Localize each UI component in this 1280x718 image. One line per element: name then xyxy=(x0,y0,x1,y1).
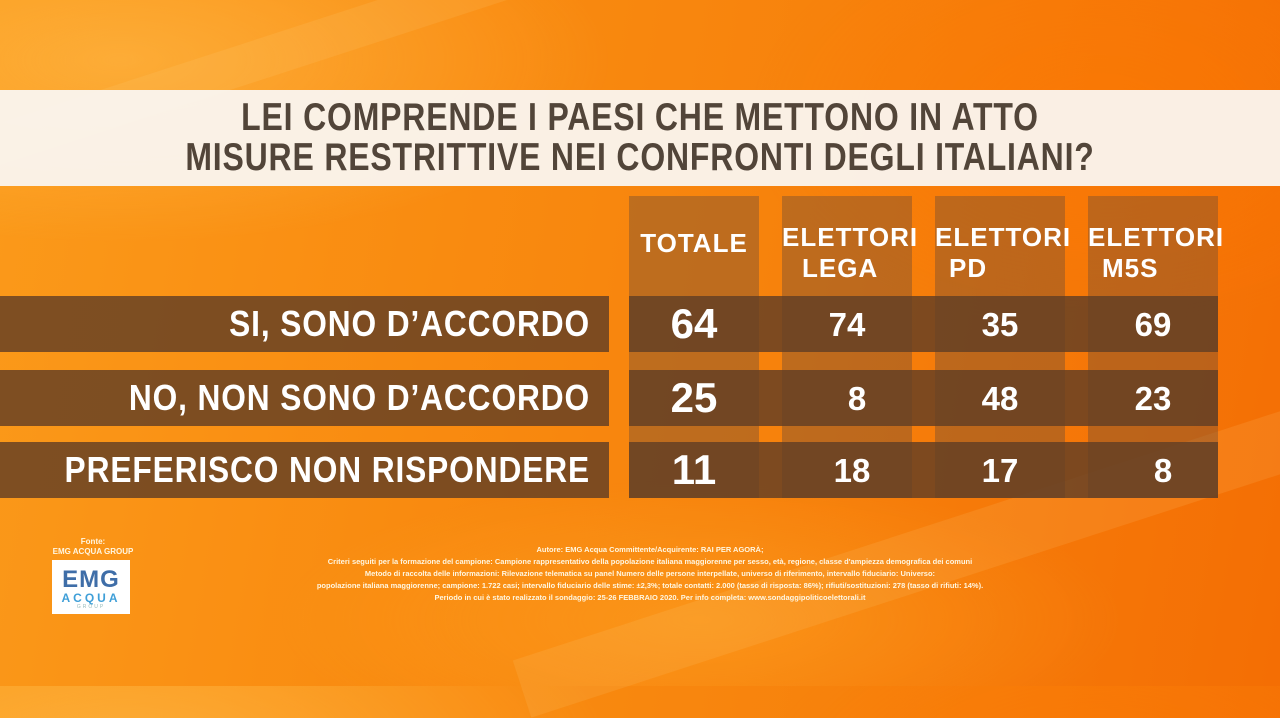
value-cell: 17 xyxy=(981,452,1019,489)
column-header-pd: ELETTORI PD xyxy=(935,222,1072,284)
footer-line: Autore: EMG Acqua Committente/Acquirente… xyxy=(536,545,764,554)
row-band-3 xyxy=(0,442,609,498)
value-cell: 11 xyxy=(671,446,717,493)
value-cell: 25 xyxy=(670,374,718,421)
value-cell: 35 xyxy=(981,306,1019,343)
source-label: Fonte: EMG ACQUA GROUP xyxy=(52,537,134,557)
emg-logo: EMG ACQUA GROUP xyxy=(52,560,130,614)
row-band-1 xyxy=(0,296,609,352)
column-header-line: ELETTORI xyxy=(935,222,1072,252)
column-header-line: ELETTORI xyxy=(782,222,919,252)
column-header-line: M5S xyxy=(1102,253,1159,283)
methodology-note: Autore: EMG Acqua Committente/Acquirente… xyxy=(300,544,1000,604)
row-label-3: PREFERISCO NON RISPONDERE xyxy=(64,449,591,490)
footer-line: Metodo di raccolta delle informazioni: R… xyxy=(364,569,936,578)
column-header-m5s: ELETTORI M5S xyxy=(1088,222,1225,284)
row-label-2: NO, NON SONO D’ACCORDO xyxy=(128,377,590,418)
title-line-2: MISURE RESTRITTIVE NEI CONFRONTI DEGLI I… xyxy=(185,136,1095,179)
row-band-2 xyxy=(0,370,609,426)
value-cell: 8 xyxy=(1153,452,1173,489)
footer-line: popolazione italiana maggiorenne; campio… xyxy=(316,581,984,590)
cell-band xyxy=(629,442,1218,498)
value-cell: 23 xyxy=(1134,380,1172,417)
value-cell: 8 xyxy=(847,380,867,417)
value-cell: 64 xyxy=(670,300,718,347)
footer-line: Periodo in cui è stato realizzato il son… xyxy=(434,593,866,602)
value-cell: 74 xyxy=(828,306,866,343)
footer-line: Criteri seguiti per la formazione del ca… xyxy=(327,557,973,566)
column-header-line: LEGA xyxy=(802,253,879,283)
column-header-lega: ELETTORI LEGA xyxy=(782,222,919,284)
value-cell: 69 xyxy=(1134,306,1172,343)
logo-top-text: EMG xyxy=(62,566,120,593)
column-header-line: ELETTORI xyxy=(1088,222,1225,252)
logo-bottom-text: ACQUA xyxy=(61,591,121,605)
column-header-totale: TOTALE xyxy=(629,228,759,259)
logo-sub-text: GROUP xyxy=(76,604,106,610)
cell-band xyxy=(629,296,1218,352)
source-name: EMG ACQUA GROUP xyxy=(52,547,134,556)
title-line-1: LEI COMPRENDE I PAESI CHE METTONO IN ATT… xyxy=(241,96,1039,139)
row-label-1: SI, SONO D’ACCORDO xyxy=(229,303,591,344)
title-band: LEI COMPRENDE I PAESI CHE METTONO IN ATT… xyxy=(0,90,1280,186)
column-header-line: TOTALE xyxy=(640,228,748,258)
source-label-text: Fonte: xyxy=(80,537,106,546)
column-header-line: PD xyxy=(949,253,988,283)
cell-band xyxy=(629,370,1218,426)
value-cell: 48 xyxy=(981,380,1019,417)
value-cell: 18 xyxy=(833,452,871,489)
